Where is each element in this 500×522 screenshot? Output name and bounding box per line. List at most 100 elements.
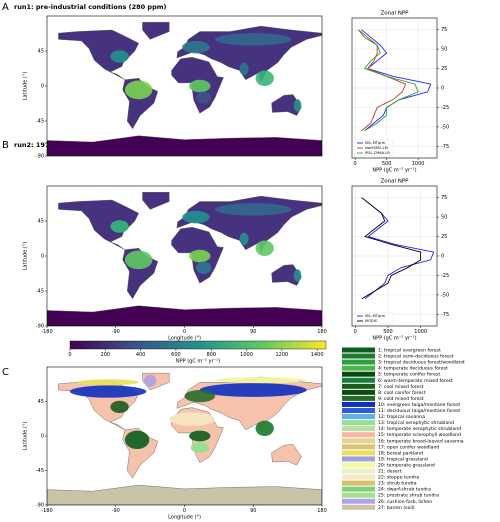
map-patch xyxy=(144,374,157,387)
biome-label: 26: cushion-forb, lichen xyxy=(378,499,432,505)
biome-swatch xyxy=(342,504,375,510)
map-y-label: Latitude (°) xyxy=(23,72,29,101)
colorbar-tick-label: 400 xyxy=(136,352,146,358)
panel-title: run1: pre-industrial conditions (280 ppm… xyxy=(14,3,167,11)
map-x-tick-label: -90 xyxy=(112,508,120,514)
map-patch xyxy=(255,70,274,86)
land xyxy=(47,484,322,505)
biome-swatch xyxy=(342,462,375,468)
map-x-tick-label: 90 xyxy=(250,329,256,335)
biome-label: 10: evergreen taiga/montane forest xyxy=(378,402,460,408)
land xyxy=(271,264,302,286)
chart-title: Zonal NPP xyxy=(380,179,409,185)
map-patch xyxy=(77,379,139,386)
biome-label: 24: dwarf-shrub tundra xyxy=(378,487,431,493)
map-patch xyxy=(110,50,129,63)
biome-swatch xyxy=(342,438,375,444)
plot-frame xyxy=(351,17,438,159)
series-line xyxy=(358,29,407,132)
biome-label: 9: cold mixed forest xyxy=(378,396,424,402)
land xyxy=(47,135,322,156)
map-patch xyxy=(215,376,307,384)
legend-box xyxy=(354,312,394,325)
map-y-tick-label: 45 xyxy=(38,399,44,405)
map-patch xyxy=(239,232,249,246)
map-patch xyxy=(169,412,216,427)
land xyxy=(142,22,170,40)
x-tick-label: 500 xyxy=(382,161,392,167)
x-axis-label: NPP (gC m⁻² yr⁻¹) xyxy=(372,336,416,342)
map-y-label: Latitude (°) xyxy=(23,422,29,451)
y-tick-label: -25 xyxy=(441,105,449,111)
x-tick-label: 500 xyxy=(383,329,393,335)
y-tick-label: 50 xyxy=(441,47,447,53)
y-tick-label: -50 xyxy=(441,292,449,298)
biome-swatch xyxy=(342,480,375,486)
map-patch xyxy=(124,430,150,450)
biome-label: 5: temperate conifer forest xyxy=(378,372,440,378)
map-x-tick-label: -90 xyxy=(112,329,120,335)
map-patch xyxy=(182,40,210,54)
biome-swatch xyxy=(342,389,375,395)
map-patch xyxy=(215,203,292,216)
zonal-chart: Zonal NPP 0 500 1000 -75 -50 -25 0 25 50 75 NPP (gC… xyxy=(351,11,449,174)
colorbar-tick-label: 600 xyxy=(171,352,181,358)
biome-label: 12: tropical savanna xyxy=(378,414,425,420)
biome-swatch xyxy=(342,371,375,377)
biome-swatch xyxy=(342,383,375,389)
x-axis-label: NPP (gC m⁻² yr⁻¹) xyxy=(372,168,416,174)
map-y-tick-label: 0 xyxy=(41,254,44,260)
y-tick-label: 75 xyxy=(441,195,447,201)
y-tick-label: 25 xyxy=(441,66,447,72)
map-y-tick-label: -45 xyxy=(36,468,44,474)
biome-label: 2: tropical semi-deciduous forest xyxy=(378,354,454,360)
map-patch xyxy=(189,79,211,93)
biome-label: 21: desert xyxy=(378,469,402,475)
map-area xyxy=(47,367,322,505)
y-tick-label: 50 xyxy=(441,215,447,221)
legend-label: ISIL-MTgrm xyxy=(365,141,386,145)
map-patch xyxy=(189,430,211,442)
map-patch xyxy=(69,385,147,398)
map-patch xyxy=(182,210,210,224)
biome-label: 6: warm-temperate mixed forest xyxy=(378,378,453,384)
y-tick-label: 0 xyxy=(441,86,444,92)
map-y-label: Latitude (°) xyxy=(23,242,29,271)
colorbar-tick-label: 1000 xyxy=(240,352,253,358)
map-patch xyxy=(190,442,209,453)
map-patch xyxy=(255,420,274,437)
biome-swatch xyxy=(342,414,375,420)
map-patch xyxy=(110,220,129,233)
map-y-tick-label: -90 xyxy=(36,503,44,509)
map-y-tick-label: 0 xyxy=(41,434,44,440)
biome-label: 27: barren (soil) xyxy=(378,505,415,511)
plot-frame xyxy=(351,185,438,327)
biome-label: 7: cool mixed forest xyxy=(378,384,424,390)
map-patch xyxy=(189,249,211,263)
map-patch xyxy=(293,99,302,112)
x-tick-label: 0 xyxy=(354,161,357,167)
biome-swatch xyxy=(342,468,375,474)
land xyxy=(142,192,170,210)
biome-label: 14: temperate xerophytic shrubland xyxy=(378,426,461,432)
biome-label: 22: steppe tundra xyxy=(378,475,419,481)
biome-label: 18: boreal parkland xyxy=(378,450,423,456)
map-patch xyxy=(199,383,307,397)
legend-box xyxy=(354,139,394,157)
series-line xyxy=(361,197,435,300)
y-tick-label: 0 xyxy=(441,254,444,260)
map-patch xyxy=(195,261,212,274)
biome-swatch xyxy=(342,347,375,353)
map-y-tick-label: 45 xyxy=(38,49,44,55)
legend-label: ISIL-MTgrm xyxy=(365,314,386,318)
biome-label: 11: deciduous taiga/montane forest xyxy=(378,408,460,414)
map-y-tick-label: -90 xyxy=(36,154,44,160)
biome-swatch xyxy=(342,456,375,462)
map-patch xyxy=(184,390,216,403)
biome-swatch xyxy=(342,432,375,438)
legend-label: NorESM2-LM xyxy=(365,146,388,150)
y-tick-label: -25 xyxy=(441,273,449,279)
land xyxy=(47,305,322,326)
